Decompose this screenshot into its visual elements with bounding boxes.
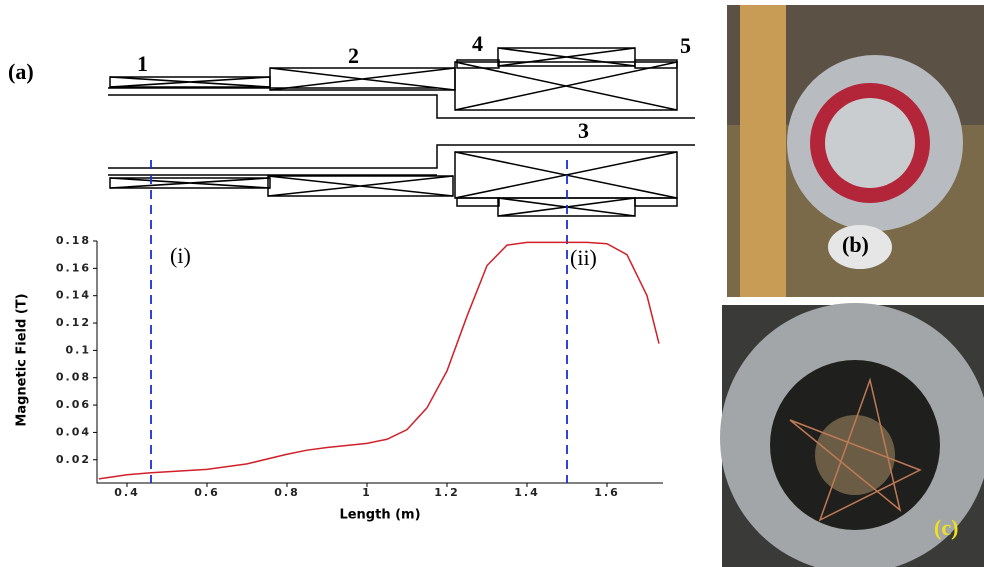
- component-label: 1: [137, 51, 148, 76]
- position-label: (ii): [570, 245, 597, 270]
- x-tick-label: 0.6: [194, 486, 220, 499]
- component-label: 2: [348, 43, 359, 68]
- y-tick-label: 0.08: [56, 371, 91, 384]
- component-label: 3: [578, 118, 589, 143]
- photo-b: [727, 5, 984, 297]
- schematic: [108, 47, 695, 217]
- y-tick-label: 0.18: [56, 234, 91, 247]
- y-tick-label: 0.12: [56, 316, 91, 329]
- x-tick-label: 1: [362, 486, 372, 499]
- panel-label: (a): [8, 59, 34, 84]
- axes: [96, 241, 663, 484]
- x-axis-label: Length (m): [339, 508, 420, 523]
- x-tick-label: 0.4: [114, 486, 140, 499]
- y-axis-label: Magnetic Field (T): [15, 293, 30, 426]
- y-tick-label: 0.02: [56, 453, 91, 466]
- panel-label: (c): [934, 515, 958, 540]
- y-tick-label: 0.06: [56, 398, 91, 411]
- panel-label: (b): [842, 232, 869, 257]
- x-tick-label: 1.4: [514, 486, 540, 499]
- x-tick-label: 1.2: [434, 486, 460, 499]
- photo-c: [720, 303, 984, 567]
- x-tick-label: 1.6: [594, 486, 620, 499]
- y-tick-label: 0.1: [66, 343, 92, 356]
- y-tick-label: 0.16: [56, 261, 91, 274]
- data-line: [98, 241, 660, 480]
- y-tick-label: 0.04: [56, 425, 91, 438]
- component-label: 4: [472, 31, 483, 56]
- y-tick-label: 0.14: [56, 289, 91, 302]
- position-label: (i): [170, 243, 191, 268]
- x-tick-label: 0.8: [274, 486, 300, 499]
- component-label: 5: [680, 33, 691, 58]
